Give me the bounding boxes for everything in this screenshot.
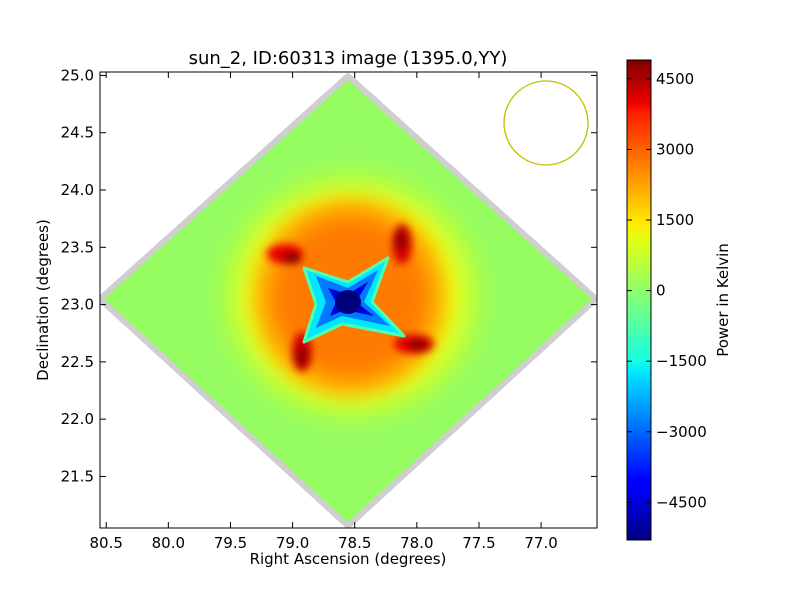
colorbar-tick-label: −3000: [656, 423, 707, 441]
colorbar-tick-label: 4500: [656, 70, 694, 88]
x-tick-label: 77.5: [462, 534, 495, 552]
y-axis-label: Declination (degrees): [34, 219, 52, 381]
colorbar-tick-label: −4500: [656, 493, 707, 511]
y-tick-label: 24.0: [61, 181, 94, 199]
y-tick-label: 22.5: [61, 353, 94, 371]
x-tick-label: 78.5: [338, 534, 371, 552]
x-tick-label: 79.0: [276, 534, 309, 552]
colorbar-tick-label: 3000: [656, 140, 694, 158]
y-tick-label: 23.0: [61, 296, 94, 314]
x-tick-label: 80.5: [90, 534, 123, 552]
colorbar-tick-label: −1500: [656, 352, 707, 370]
plot-frame: [99, 71, 598, 529]
colorbar-tick-label: 0: [656, 282, 666, 300]
x-tick-label: 78.0: [400, 534, 433, 552]
x-tick-label: 79.5: [214, 534, 247, 552]
negative-core: [302, 256, 406, 344]
y-tick-label: 24.5: [61, 124, 94, 142]
colorbar-label: Power in Kelvin: [714, 243, 732, 357]
y-tick-label: 25.0: [61, 66, 94, 84]
y-tick-label: 23.5: [61, 238, 94, 256]
red-lobes: [267, 224, 434, 372]
colorbar-tick-label: 1500: [656, 211, 694, 229]
colorbar-ticks: 4500 3000 1500 0 −1500 −3000 −4500: [627, 70, 707, 511]
x-axis-label: Right Ascension (degrees): [250, 550, 447, 568]
colorbar: [626, 59, 652, 541]
chart-title: sun_2, ID:60313 image (1395.0,YY): [189, 48, 508, 69]
y-tick-label: 22.0: [61, 410, 94, 428]
x-axis-ticks: 80.5 80.0 79.5 79.0 78.5 78.0 77.5 77.0: [90, 72, 558, 552]
y-tick-label: 21.5: [61, 467, 94, 485]
beam-circle: [503, 80, 589, 166]
y-axis-ticks: 21.5 22.0 22.5 23.0 23.5 24.0 24.5 25.0: [61, 66, 597, 485]
x-tick-label: 77.0: [524, 534, 557, 552]
x-tick-label: 80.0: [152, 534, 185, 552]
heatmap-image: [100, 73, 597, 528]
